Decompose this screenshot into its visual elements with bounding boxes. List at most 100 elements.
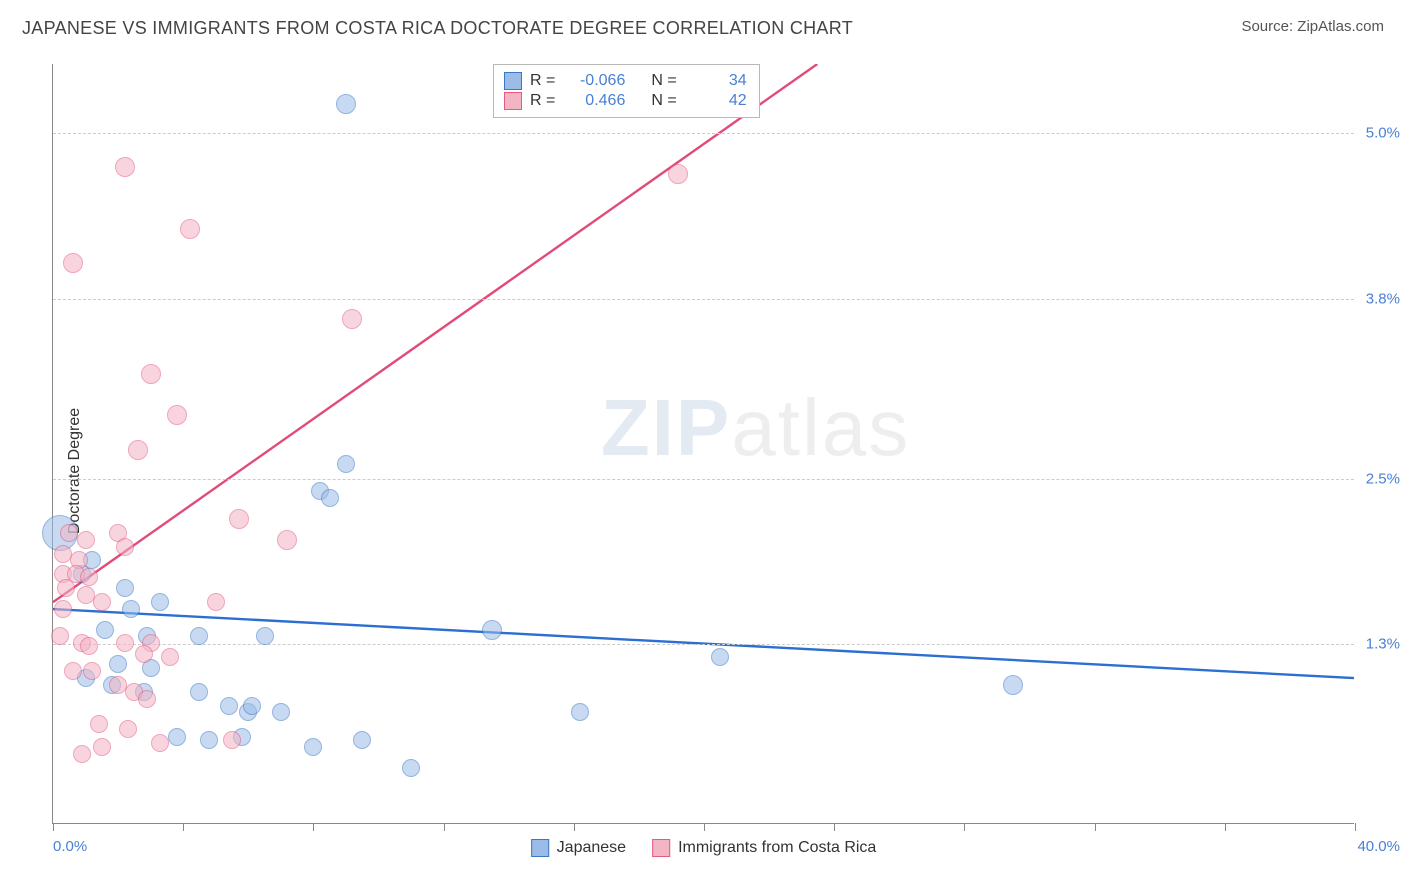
- scatter-point: [151, 734, 169, 752]
- scatter-point: [243, 697, 261, 715]
- scatter-point: [63, 253, 83, 273]
- watermark-left: ZIP: [601, 383, 731, 472]
- series-legend-label: Japanese: [557, 839, 626, 857]
- legend-r-label: R =: [530, 92, 555, 110]
- legend-r-label: R =: [530, 72, 555, 90]
- x-axis-min-label: 0.0%: [53, 838, 87, 855]
- scatter-point: [116, 579, 134, 597]
- scatter-point: [668, 164, 688, 184]
- scatter-point: [128, 440, 148, 460]
- scatter-point: [90, 715, 108, 733]
- scatter-point: [220, 697, 238, 715]
- x-tick: [183, 823, 184, 831]
- scatter-point: [73, 745, 91, 763]
- legend-swatch-icon: [504, 92, 522, 110]
- page-title: JAPANESE VS IMMIGRANTS FROM COSTA RICA D…: [22, 18, 853, 39]
- x-tick: [704, 823, 705, 831]
- legend-n-label: N =: [651, 72, 676, 90]
- y-tick-label: 3.8%: [1366, 290, 1400, 307]
- chart-container: Doctorate Degree ZIPatlas R = -0.066 N =…: [0, 50, 1406, 892]
- gridline: [53, 644, 1354, 645]
- legend-swatch-icon: [504, 72, 522, 90]
- scatter-point: [342, 309, 362, 329]
- scatter-point: [54, 600, 72, 618]
- series-legend-item: Immigrants from Costa Rica: [652, 839, 876, 857]
- x-tick: [53, 823, 54, 831]
- gridline: [53, 133, 1354, 134]
- scatter-point: [57, 579, 75, 597]
- scatter-point: [223, 731, 241, 749]
- legend-n-label: N =: [651, 92, 676, 110]
- scatter-point: [256, 627, 274, 645]
- x-tick: [1225, 823, 1226, 831]
- scatter-point: [337, 455, 355, 473]
- y-tick-label: 1.3%: [1366, 636, 1400, 653]
- legend-r-value: -0.066: [563, 72, 625, 90]
- scatter-point: [116, 634, 134, 652]
- scatter-point: [141, 364, 161, 384]
- scatter-point: [277, 530, 297, 550]
- scatter-point: [353, 731, 371, 749]
- y-tick-label: 5.0%: [1366, 125, 1400, 142]
- x-tick: [1095, 823, 1096, 831]
- scatter-point: [135, 645, 153, 663]
- series-legend-label: Immigrants from Costa Rica: [678, 839, 876, 857]
- scatter-point: [115, 157, 135, 177]
- scatter-point: [80, 637, 98, 655]
- scatter-point: [482, 620, 502, 640]
- scatter-point: [168, 728, 186, 746]
- gridline: [53, 299, 1354, 300]
- scatter-point: [151, 593, 169, 611]
- scatter-plot: ZIPatlas R = -0.066 N = 34 R = 0.466 N =…: [52, 64, 1354, 824]
- legend-swatch-icon: [531, 839, 549, 857]
- watermark: ZIPatlas: [601, 382, 910, 474]
- legend-r-value: 0.466: [563, 92, 625, 110]
- legend-row: R = -0.066 N = 34: [504, 71, 747, 91]
- x-axis-max-label: 40.0%: [1357, 838, 1400, 855]
- scatter-point: [116, 538, 134, 556]
- scatter-point: [229, 509, 249, 529]
- scatter-point: [190, 683, 208, 701]
- scatter-point: [304, 738, 322, 756]
- scatter-point: [711, 648, 729, 666]
- x-tick: [574, 823, 575, 831]
- scatter-point: [1003, 675, 1023, 695]
- legend-n-value: 42: [685, 92, 747, 110]
- legend-swatch-icon: [652, 839, 670, 857]
- scatter-point: [200, 731, 218, 749]
- scatter-point: [190, 627, 208, 645]
- watermark-right: atlas: [731, 383, 910, 472]
- scatter-point: [122, 600, 140, 618]
- source-label: Source: ZipAtlas.com: [1241, 18, 1384, 35]
- scatter-point: [64, 662, 82, 680]
- scatter-point: [336, 94, 356, 114]
- series-legend-item: Japanese: [531, 839, 626, 857]
- series-legend: Japanese Immigrants from Costa Rica: [531, 839, 877, 857]
- scatter-point: [402, 759, 420, 777]
- scatter-point: [93, 738, 111, 756]
- x-tick: [964, 823, 965, 831]
- scatter-point: [83, 662, 101, 680]
- scatter-point: [161, 648, 179, 666]
- scatter-point: [80, 568, 98, 586]
- scatter-point: [51, 627, 69, 645]
- scatter-point: [109, 655, 127, 673]
- correlation-legend: R = -0.066 N = 34 R = 0.466 N = 42: [493, 64, 760, 118]
- scatter-point: [321, 489, 339, 507]
- x-tick: [313, 823, 314, 831]
- x-tick: [444, 823, 445, 831]
- scatter-point: [93, 593, 111, 611]
- y-tick-label: 2.5%: [1366, 470, 1400, 487]
- legend-n-value: 34: [685, 72, 747, 90]
- scatter-point: [77, 531, 95, 549]
- scatter-point: [272, 703, 290, 721]
- scatter-point: [571, 703, 589, 721]
- x-tick: [1355, 823, 1356, 831]
- trend-line: [53, 64, 817, 602]
- legend-row: R = 0.466 N = 42: [504, 91, 747, 111]
- x-tick: [834, 823, 835, 831]
- scatter-point: [180, 219, 200, 239]
- scatter-point: [207, 593, 225, 611]
- scatter-point: [96, 621, 114, 639]
- scatter-point: [167, 405, 187, 425]
